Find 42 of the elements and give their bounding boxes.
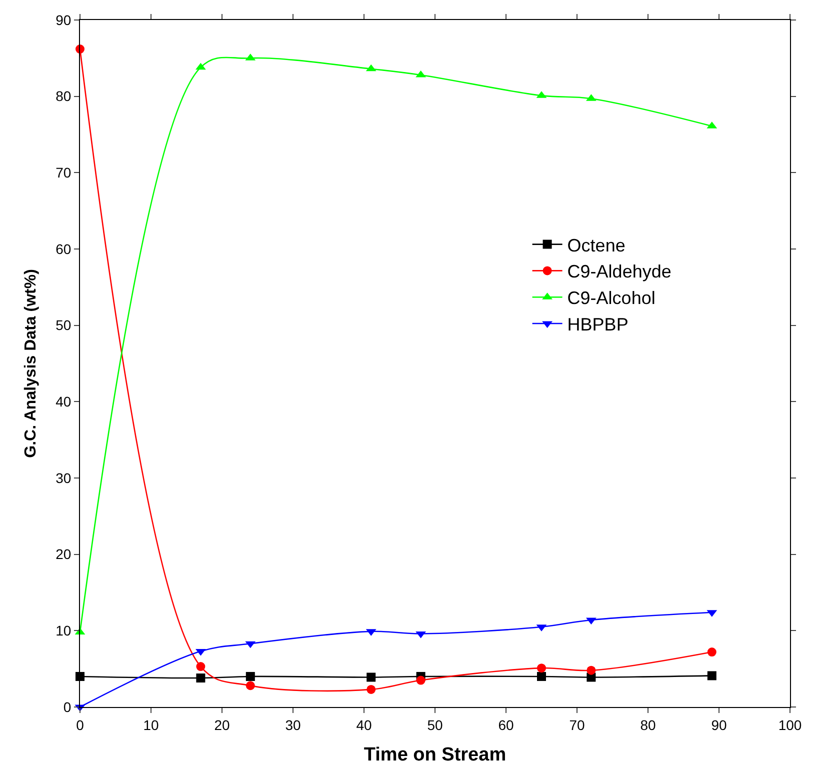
point: [707, 671, 716, 680]
x-tick-label: 100: [778, 716, 802, 733]
y-tick-label: 80: [56, 88, 72, 104]
point: [246, 681, 255, 690]
legend-label: Octene: [567, 235, 626, 256]
x-tick-label: 30: [285, 716, 301, 733]
y-axis-title: G.C. Analysis Data (wt%): [22, 269, 40, 458]
x-tick-label: 40: [356, 716, 372, 733]
x-tick-label: 50: [427, 716, 443, 733]
point: [586, 666, 596, 675]
x-tick-label: 10: [143, 716, 159, 733]
x-tick-label: 20: [214, 716, 230, 733]
point: [416, 70, 426, 78]
point: [416, 676, 426, 685]
y-tick-label: 10: [56, 622, 72, 639]
x-tick-label: 80: [640, 716, 656, 733]
legend-label: C9-Alcohol: [567, 288, 656, 308]
y-tick-label: 90: [56, 12, 72, 28]
point: [196, 673, 206, 682]
x-tick-label: 90: [711, 716, 727, 733]
x-tick-label: 60: [498, 716, 514, 733]
point: [537, 664, 546, 673]
x-axis-title: Time on Stream: [364, 744, 506, 766]
legend-label: C9-Aldehyde: [567, 262, 672, 282]
y-tick-label: 20: [56, 546, 72, 562]
point: [366, 672, 376, 682]
y-tick-label: 40: [56, 394, 72, 410]
y-tick-label: 0: [63, 698, 72, 715]
point: [246, 672, 255, 681]
point: [196, 62, 206, 70]
point: [366, 684, 376, 694]
y-tick-label: 70: [56, 164, 72, 181]
x-tick-label: 0: [76, 716, 84, 733]
x-tick-label: 70: [569, 716, 585, 733]
point: [707, 648, 716, 657]
point: [196, 662, 206, 672]
legend-label: HBPBP: [567, 314, 628, 335]
y-tick-label: 30: [56, 470, 72, 486]
y-tick-label: 60: [56, 240, 72, 257]
point: [537, 672, 546, 681]
point: [416, 631, 426, 638]
y-tick-label: 50: [56, 317, 72, 334]
